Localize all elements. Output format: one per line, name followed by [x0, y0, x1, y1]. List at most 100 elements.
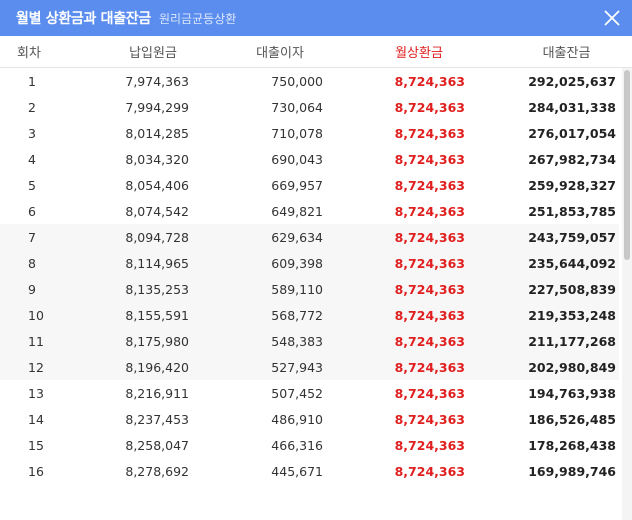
installment-cell: 4 — [28, 151, 36, 167]
table-row: 10 8,155,591 568,772 8,724,363 219,353,248 — [0, 302, 619, 328]
monthly-payment-cell: 8,724,363 — [394, 229, 465, 245]
balance-cell: 259,928,327 — [528, 177, 616, 193]
monthly-payment-cell: 8,724,363 — [394, 385, 465, 401]
interest-cell: 609,398 — [271, 255, 323, 271]
header-installment: 회차 — [17, 46, 41, 61]
monthly-payment-cell: 8,724,363 — [394, 463, 465, 479]
installment-cell: 15 — [28, 437, 44, 453]
monthly-payment-cell: 8,724,363 — [394, 281, 465, 297]
installment-cell: 6 — [28, 203, 36, 219]
header-interest: 대출이자 — [256, 46, 304, 61]
principal-cell: 8,014,285 — [125, 125, 189, 141]
interest-cell: 629,634 — [271, 229, 323, 245]
table-row: 2 7,994,299 730,064 8,724,363 284,031,338 — [0, 94, 619, 120]
principal-cell: 8,135,253 — [125, 281, 189, 297]
installment-cell: 3 — [28, 125, 36, 141]
table-header: 회차 납입원금 대출이자 월상환금 대출잔금 — [0, 36, 632, 68]
interest-cell: 527,943 — [271, 359, 323, 375]
balance-cell: 227,508,839 — [528, 281, 616, 297]
balance-cell: 284,031,338 — [528, 99, 616, 115]
principal-cell: 8,155,591 — [125, 307, 189, 323]
monthly-payment-cell: 8,724,363 — [394, 359, 465, 375]
installment-cell: 5 — [28, 177, 36, 193]
monthly-payment-cell: 8,724,363 — [394, 333, 465, 349]
table-row: 4 8,034,320 690,043 8,724,363 267,982,734 — [0, 146, 619, 172]
interest-cell: 568,772 — [271, 307, 323, 323]
table-row: 6 8,074,542 649,821 8,724,363 251,853,785 — [0, 198, 619, 224]
scrollbar-thumb[interactable] — [624, 70, 630, 260]
table-row: 9 8,135,253 589,110 8,724,363 227,508,839 — [0, 276, 619, 302]
principal-cell: 8,237,453 — [125, 411, 189, 427]
header-balance: 대출잔금 — [542, 46, 591, 61]
principal-cell: 8,216,911 — [125, 385, 189, 401]
dialog-title: 월별 상환금과 대출잔금 — [16, 11, 151, 27]
table-row: 12 8,196,420 527,943 8,724,363 202,980,849 — [0, 354, 619, 380]
principal-cell: 8,094,728 — [125, 229, 189, 245]
interest-cell: 466,316 — [271, 437, 323, 453]
table-row: 14 8,237,453 486,910 8,724,363 186,526,485 — [0, 406, 619, 432]
installment-cell: 1 — [28, 73, 36, 89]
principal-cell: 8,175,980 — [125, 333, 189, 349]
balance-cell: 194,763,938 — [528, 385, 616, 401]
balance-cell: 219,353,248 — [528, 307, 616, 323]
table-row: 8 8,114,965 609,398 8,724,363 235,644,092 — [0, 250, 619, 276]
interest-cell: 507,452 — [271, 385, 323, 401]
installment-cell: 10 — [28, 307, 44, 323]
installment-cell: 9 — [28, 281, 36, 297]
table-body[interactable]: 1 7,974,363 750,000 8,724,363 292,025,637 2 7,… — [0, 68, 632, 520]
principal-cell: 8,114,965 — [125, 255, 189, 271]
installment-cell: 8 — [28, 255, 36, 271]
interest-cell: 589,110 — [271, 281, 323, 297]
principal-cell: 8,034,320 — [125, 151, 189, 167]
installment-cell: 11 — [28, 333, 44, 349]
installment-cell: 7 — [28, 229, 36, 245]
monthly-payment-cell: 8,724,363 — [394, 307, 465, 323]
table-row: 15 8,258,047 466,316 8,724,363 178,268,438 — [0, 432, 619, 458]
balance-cell: 292,025,637 — [528, 73, 616, 89]
balance-cell: 251,853,785 — [528, 203, 616, 219]
interest-cell: 649,821 — [271, 203, 323, 219]
principal-cell: 8,074,542 — [125, 203, 189, 219]
interest-cell: 486,910 — [271, 411, 323, 427]
table-rows: 1 7,974,363 750,000 8,724,363 292,025,637 2 7,… — [0, 68, 619, 484]
balance-cell: 235,644,092 — [528, 255, 616, 271]
table-row: 11 8,175,980 548,383 8,724,363 211,177,268 — [0, 328, 619, 354]
monthly-payment-cell: 8,724,363 — [394, 411, 465, 427]
table-row: 1 7,974,363 750,000 8,724,363 292,025,637 — [0, 68, 619, 94]
table-row: 3 8,014,285 710,078 8,724,363 276,017,054 — [0, 120, 619, 146]
table-row: 5 8,054,406 669,957 8,724,363 259,928,327 — [0, 172, 619, 198]
monthly-payment-cell: 8,724,363 — [394, 125, 465, 141]
interest-cell: 710,078 — [271, 125, 323, 141]
principal-cell: 7,974,363 — [125, 73, 189, 89]
header-principal: 납입원금 — [129, 46, 177, 61]
repayment-method-label: 원리금균등상환 — [158, 11, 237, 26]
installment-cell: 16 — [28, 463, 44, 479]
principal-cell: 8,054,406 — [125, 177, 189, 193]
monthly-payment-cell: 8,724,363 — [394, 177, 465, 193]
close-icon[interactable] — [602, 8, 622, 28]
interest-cell: 750,000 — [271, 73, 323, 89]
table-row: 16 8,278,692 445,671 8,724,363 169,989,746 — [0, 458, 619, 484]
balance-cell: 276,017,054 — [528, 125, 616, 141]
principal-cell: 8,278,692 — [125, 463, 189, 479]
interest-cell: 730,064 — [271, 99, 323, 115]
header-monthly-payment: 월상환금 — [395, 46, 443, 61]
balance-cell: 178,268,438 — [528, 437, 616, 453]
installment-cell: 13 — [28, 385, 44, 401]
interest-cell: 669,957 — [271, 177, 323, 193]
interest-cell: 445,671 — [271, 463, 323, 479]
table-row: 13 8,216,911 507,452 8,724,363 194,763,938 — [0, 380, 619, 406]
installment-cell: 2 — [28, 99, 36, 115]
monthly-payment-cell: 8,724,363 — [394, 255, 465, 271]
balance-cell: 267,982,734 — [528, 151, 616, 167]
monthly-payment-cell: 8,724,363 — [394, 99, 465, 115]
table-row: 7 8,094,728 629,634 8,724,363 243,759,057 — [0, 224, 619, 250]
vertical-scrollbar[interactable] — [622, 68, 632, 520]
monthly-payment-cell: 8,724,363 — [394, 73, 465, 89]
balance-cell: 202,980,849 — [528, 359, 616, 375]
balance-cell: 186,526,485 — [528, 411, 616, 427]
interest-cell: 690,043 — [271, 151, 323, 167]
installment-cell: 14 — [28, 411, 44, 427]
balance-cell: 243,759,057 — [528, 229, 616, 245]
